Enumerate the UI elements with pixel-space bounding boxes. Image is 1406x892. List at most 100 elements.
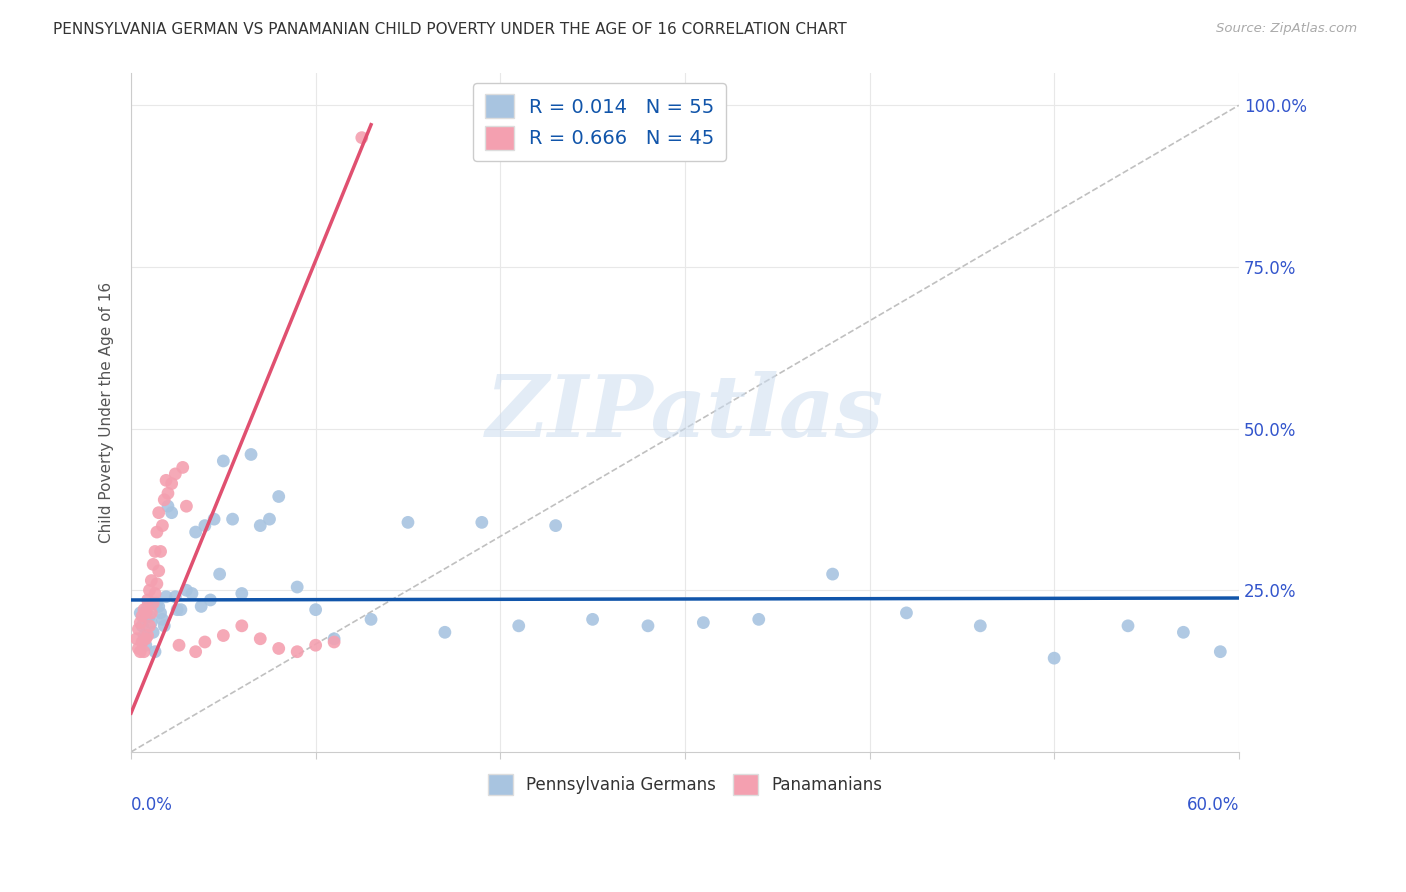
Point (167, 638, 190, 652)
Point (129, 645, 152, 659)
Point (148, 599, 170, 614)
Point (155, 473, 177, 487)
Point (160, 506, 183, 520)
Point (323, 635, 346, 649)
Point (141, 615, 163, 630)
Point (821, 567, 844, 582)
Point (165, 590, 187, 604)
Point (184, 645, 207, 659)
Point (138, 619, 160, 633)
Legend: Pennsylvania Germans, Panamanians: Pennsylvania Germans, Panamanians (481, 768, 889, 801)
Point (176, 499, 198, 513)
Point (155, 590, 177, 604)
Point (1043, 651, 1066, 665)
Point (176, 583, 198, 598)
Point (146, 596, 169, 610)
Point (1173, 625, 1195, 640)
Text: ZIPatlas: ZIPatlas (486, 371, 884, 454)
Point (267, 490, 290, 504)
Point (350, 130, 373, 145)
Point (285, 580, 308, 594)
Point (160, 476, 183, 491)
Point (969, 619, 991, 633)
Point (172, 460, 194, 475)
Point (231, 619, 253, 633)
Point (581, 612, 603, 626)
Text: PENNSYLVANIA GERMAN VS PANAMANIAN CHILD POVERTY UNDER THE AGE OF 16 CORRELATION : PENNSYLVANIA GERMAN VS PANAMANIAN CHILD … (53, 22, 848, 37)
Point (190, 599, 212, 614)
Point (136, 628, 159, 642)
Point (396, 516, 419, 530)
Point (170, 602, 193, 616)
Point (692, 615, 714, 630)
Point (132, 628, 155, 642)
Point (267, 641, 290, 656)
Point (148, 564, 170, 578)
Point (135, 638, 157, 652)
Point (360, 612, 382, 626)
Point (249, 632, 271, 646)
Point (125, 632, 148, 646)
Point (138, 583, 160, 598)
Point (127, 622, 149, 636)
Point (153, 619, 176, 633)
Point (142, 558, 165, 572)
Point (129, 615, 152, 630)
Point (146, 524, 169, 539)
Point (544, 518, 567, 533)
Point (181, 586, 204, 600)
Point (135, 606, 157, 620)
Point (305, 602, 328, 616)
Point (148, 506, 170, 520)
Point (249, 518, 271, 533)
Point (131, 635, 153, 649)
Point (184, 524, 207, 539)
Point (165, 467, 187, 481)
Text: 60.0%: 60.0% (1187, 796, 1239, 814)
Point (194, 518, 217, 533)
Point (200, 593, 222, 607)
Point (143, 586, 166, 600)
Point (231, 586, 253, 600)
Point (433, 625, 456, 640)
Point (142, 596, 165, 610)
Point (202, 512, 225, 526)
Point (127, 641, 149, 656)
Point (132, 645, 155, 659)
Y-axis label: Child Poverty Under the Age of 16: Child Poverty Under the Age of 16 (100, 282, 114, 543)
Point (212, 454, 235, 468)
Point (194, 635, 217, 649)
Point (152, 612, 174, 626)
Point (285, 645, 308, 659)
Point (156, 486, 179, 500)
Point (508, 619, 530, 633)
Point (240, 448, 263, 462)
Point (131, 619, 153, 633)
Point (149, 606, 172, 620)
Point (166, 602, 188, 616)
Point (152, 518, 174, 533)
Point (149, 544, 172, 558)
Point (141, 574, 163, 588)
Point (1209, 645, 1232, 659)
Point (212, 628, 235, 642)
Point (1116, 619, 1139, 633)
Text: Source: ZipAtlas.com: Source: ZipAtlas.com (1216, 22, 1357, 36)
Point (138, 609, 160, 624)
Point (208, 567, 231, 582)
Point (323, 632, 346, 646)
Point (135, 632, 157, 646)
Point (142, 625, 165, 640)
Point (896, 606, 918, 620)
Point (637, 619, 659, 633)
Point (143, 544, 166, 558)
Point (132, 602, 155, 616)
Point (153, 492, 176, 507)
Point (131, 609, 153, 624)
Point (146, 576, 169, 591)
Point (143, 645, 166, 659)
Point (221, 512, 243, 526)
Text: 0.0%: 0.0% (131, 796, 173, 814)
Point (748, 612, 770, 626)
Point (136, 593, 159, 607)
